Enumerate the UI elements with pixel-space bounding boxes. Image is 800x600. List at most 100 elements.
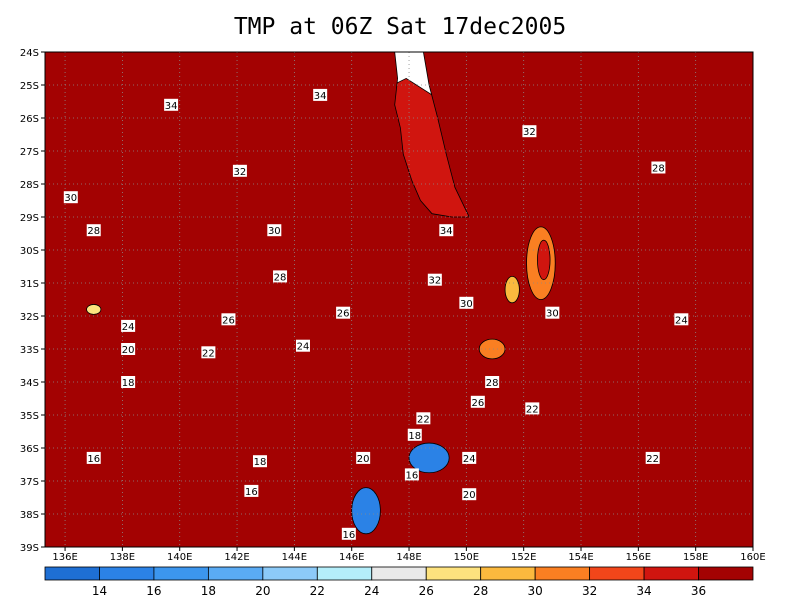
contour-label-text: 32	[523, 127, 536, 138]
contour-label-text: 22	[202, 348, 215, 359]
contour-label: 16	[86, 451, 101, 465]
grid-lines	[45, 52, 753, 547]
contour-label-background	[221, 313, 236, 326]
contour-label-text: 34	[440, 226, 453, 237]
contour-label-background	[522, 125, 537, 138]
colorbar-label: 34	[636, 584, 651, 598]
contour-label: 20	[121, 343, 136, 356]
contour-label: 28	[651, 161, 666, 175]
contour-label-text: 26	[337, 309, 350, 320]
colorbar-label: 22	[310, 584, 325, 598]
y-tick-label: 33S	[20, 345, 39, 356]
colorbar-swatch	[698, 566, 754, 581]
contour-label-text: 34	[165, 101, 178, 112]
contour-label: 26	[336, 306, 351, 320]
contour-label-background	[545, 306, 560, 319]
contour-label-background	[525, 402, 540, 415]
contour-label-background	[63, 191, 78, 204]
y-tick-label: 31S	[20, 279, 39, 290]
contour-label-background	[336, 306, 351, 319]
x-tick-label: 150E	[454, 552, 479, 563]
colorbar-swatch	[643, 566, 699, 581]
x-tick-label: 142E	[224, 552, 249, 563]
contour-label-background	[462, 451, 477, 464]
y-tick-label: 30S	[20, 246, 39, 257]
contour-label-text: 30	[64, 193, 77, 204]
contour-label: 22	[416, 412, 431, 425]
x-axis: 136E 138E 140E 142E 144E 146E 148E 150E 152E 154E…	[52, 547, 766, 563]
contour-label-text: 20	[357, 454, 370, 465]
contour-label: 22	[525, 402, 540, 415]
contour-label-text: 24	[297, 342, 310, 353]
colorbar-label: 16	[146, 584, 161, 598]
contour-label-background	[273, 270, 288, 283]
x-tick-label: 158E	[683, 552, 708, 563]
y-tick-label: 32S	[20, 312, 39, 323]
contour-label-text: 24	[675, 315, 688, 326]
contour-label-text: 28	[274, 272, 287, 283]
y-axis: 24S 25S 26S 27S 28S 29S 30S 31S 32S 33S 34S 35S 36S 3…	[20, 48, 45, 554]
contour-label-background	[121, 376, 136, 388]
contour-label: 18	[252, 455, 267, 468]
contour-label-text: 22	[417, 414, 430, 425]
contour-label: 34	[313, 88, 328, 102]
contour-label: 28	[273, 270, 288, 283]
contour-label-background	[341, 527, 356, 540]
contour-cell-blob-g	[86, 304, 102, 315]
chart-title: TMP at 06Z Sat 17dec2005	[233, 14, 567, 40]
colorbar-swatch	[316, 566, 373, 581]
contour-label-background	[86, 451, 101, 464]
contour-label: 24	[462, 451, 477, 465]
y-tick-label: 27S	[20, 147, 39, 158]
contour-label-background	[459, 296, 474, 309]
contour-label: 28	[485, 376, 500, 389]
y-tick-label: 28S	[20, 180, 39, 191]
contour-label: 30	[63, 191, 78, 204]
y-tick-label: 24S	[20, 48, 39, 59]
contour-label-background	[267, 224, 282, 237]
colorbar-label: 24	[364, 584, 379, 598]
contour-label-text: 28	[486, 378, 499, 389]
contour-label-background	[407, 428, 422, 441]
contour-label: 30	[545, 306, 560, 320]
x-tick-label: 156E	[626, 552, 651, 563]
contour-label-background	[86, 224, 101, 237]
contour-label-background	[651, 161, 666, 174]
y-tick-label: 25S	[20, 81, 39, 92]
colorbar-swatch	[371, 566, 427, 581]
contour-label-background	[427, 273, 442, 286]
colorbar-swatch	[153, 566, 209, 581]
contour-label-text: 32	[428, 276, 441, 287]
contour-label-background	[252, 455, 267, 468]
y-tick-label: 29S	[20, 213, 39, 224]
contour-label-background	[313, 88, 328, 101]
contour-label-background	[439, 224, 454, 237]
contour-label: 34	[164, 98, 179, 112]
x-tick-label: 136E	[52, 552, 77, 563]
contour-cell-blob-b	[537, 239, 551, 281]
contour-label-background	[674, 313, 689, 326]
contour-label-background	[244, 484, 259, 497]
contour-label-text: 24	[122, 322, 135, 333]
x-tick-label: 148E	[396, 552, 421, 563]
contour-label-background	[295, 339, 310, 352]
contour-cell-blob-f	[351, 487, 381, 535]
contour-label-text: 16	[245, 487, 258, 498]
y-tick-label: 38S	[20, 510, 39, 521]
y-tick-label: 26S	[20, 114, 39, 125]
x-tick-label: 160E	[740, 552, 765, 563]
contour-label-background	[232, 164, 247, 177]
contour-label: 30	[459, 296, 474, 310]
contour-label-text: 24	[463, 454, 476, 465]
contour-label: 24	[674, 313, 689, 326]
contour-label-text: 18	[254, 457, 267, 468]
contour-label: 16	[341, 527, 356, 541]
contour-label: 24	[295, 339, 310, 353]
colorbar-label: 20	[255, 584, 270, 598]
x-tick-label: 144E	[282, 552, 307, 563]
contour-label-background	[164, 98, 179, 111]
contour-label-text: 22	[646, 454, 659, 465]
contour-label: 16	[404, 468, 419, 481]
contour-label: 24	[121, 319, 136, 333]
